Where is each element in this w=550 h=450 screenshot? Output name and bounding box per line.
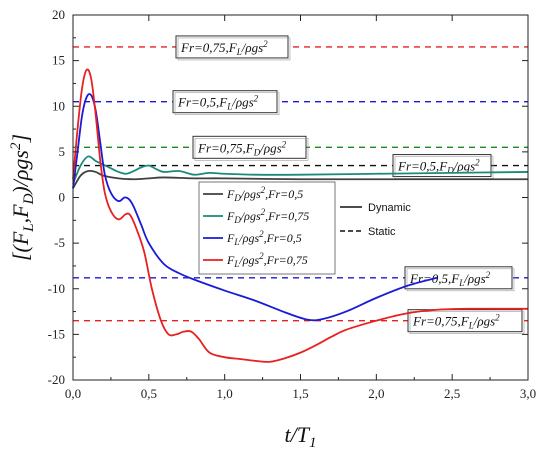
y-tick-label: -5 bbox=[54, 235, 65, 250]
annotation-box bbox=[172, 90, 278, 114]
legend-entry: FD/ρgs2,Fr=0,75 bbox=[226, 207, 309, 225]
series-line bbox=[72, 93, 438, 322]
x-tick-label: 2,5 bbox=[444, 386, 460, 401]
y-tick-label: -10 bbox=[48, 281, 65, 296]
y-tick-label: 10 bbox=[52, 98, 65, 113]
annotation-shadow bbox=[177, 37, 291, 61]
annotation-label: Fr=0,5,FL/ρgs2 bbox=[177, 94, 259, 112]
legend-type-label: Dynamic bbox=[368, 202, 411, 214]
annotation-shadow bbox=[406, 268, 515, 292]
x-tick-label: 3,0 bbox=[520, 386, 536, 401]
annotation-shadow bbox=[174, 92, 280, 115]
annotation-label: Fr=0,5,FD/ρgs2 bbox=[397, 158, 480, 176]
x-tick-label: 0,0 bbox=[65, 386, 81, 401]
series-legend-box bbox=[198, 181, 336, 275]
annotation-box bbox=[404, 266, 513, 290]
x-tick-label: 1,0 bbox=[217, 386, 233, 401]
legend-type-label: Static bbox=[368, 226, 396, 238]
y-tick-label: -15 bbox=[48, 326, 65, 341]
annotation-shadow bbox=[409, 311, 525, 334]
series-line bbox=[72, 169, 528, 189]
x-tick-label: 1,5 bbox=[292, 386, 308, 401]
legend-entry: FL/ρgs2,Fr=0,5 bbox=[226, 229, 302, 247]
x-tick-label: 2,0 bbox=[368, 386, 384, 401]
y-tick-label: 0 bbox=[59, 190, 66, 205]
annotation-box bbox=[175, 35, 289, 59]
annotation-box bbox=[192, 135, 307, 159]
annotation-label: Fr=0,75,FD/ρgs2 bbox=[197, 139, 287, 157]
y-tick-label: 5 bbox=[59, 144, 66, 159]
series-line bbox=[72, 68, 528, 363]
annotation-box bbox=[392, 154, 492, 178]
legend-entry: FL/ρgs2,Fr=0,75 bbox=[226, 251, 308, 269]
y-tick-label: 20 bbox=[52, 7, 65, 22]
y-axis-label: [(FL,FD)/ρgs2] bbox=[8, 134, 37, 261]
annotation-label: Fr=0,75,FL/ρgs2 bbox=[412, 313, 500, 331]
annotation-shadow bbox=[194, 138, 309, 161]
x-tick-label: 0,5 bbox=[141, 386, 157, 401]
annotation-label: Fr=0,75,FL/ρgs2 bbox=[180, 39, 268, 57]
y-tick-label: -20 bbox=[48, 372, 65, 387]
x-axis-label: t/T1 bbox=[285, 422, 317, 450]
annotation-label: Fr=0,5,FL/ρgs2 bbox=[409, 270, 491, 288]
legend-entry: FD/ρgs2,Fr=0,5 bbox=[226, 185, 303, 203]
y-tick-label: 15 bbox=[52, 53, 65, 68]
